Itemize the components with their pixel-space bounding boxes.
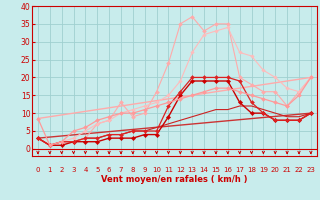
X-axis label: Vent moyen/en rafales ( km/h ): Vent moyen/en rafales ( km/h ) — [101, 174, 248, 184]
